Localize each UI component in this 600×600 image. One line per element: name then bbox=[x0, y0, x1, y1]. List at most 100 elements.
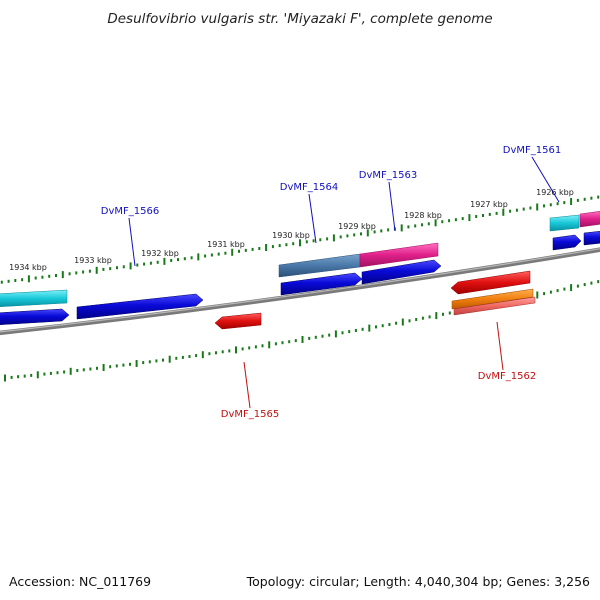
major-tick bbox=[168, 355, 171, 363]
gene-blue-right1[interactable] bbox=[552, 234, 582, 251]
major-tick bbox=[299, 239, 301, 247]
minor-tick bbox=[217, 252, 220, 256]
gene-blue-mid1[interactable] bbox=[280, 272, 363, 296]
minor-tick bbox=[549, 290, 552, 294]
major-tick bbox=[268, 341, 271, 349]
kbp-label: 1926 kbp bbox=[536, 188, 574, 197]
minor-tick bbox=[149, 261, 152, 265]
minor-tick bbox=[183, 257, 186, 261]
map-title: Desulfovibrio vulgaris str. 'Miyazaki F'… bbox=[107, 11, 492, 27]
minor-tick bbox=[414, 224, 417, 228]
gene-red-1565[interactable] bbox=[214, 312, 262, 330]
minor-tick bbox=[563, 201, 566, 205]
minor-tick bbox=[254, 345, 257, 349]
minor-tick bbox=[314, 335, 317, 339]
minor-tick bbox=[122, 363, 125, 367]
minor-tick bbox=[210, 253, 213, 257]
minor-tick bbox=[294, 339, 297, 343]
minor-tick bbox=[515, 208, 518, 212]
gene-labels: DvMF_1566 DvMF_1564 DvMF_1563 DvMF_1561 … bbox=[101, 145, 561, 420]
minor-tick bbox=[328, 333, 331, 337]
minor-tick bbox=[381, 324, 384, 328]
gene-salmon[interactable] bbox=[453, 296, 536, 316]
gene-cyan-right[interactable] bbox=[549, 214, 580, 232]
minor-tick bbox=[482, 214, 484, 217]
minor-tick bbox=[319, 238, 322, 242]
minor-tick bbox=[238, 249, 240, 253]
minor-tick bbox=[373, 230, 376, 234]
minor-tick bbox=[96, 366, 98, 370]
minor-tick bbox=[556, 202, 559, 206]
minor-tick bbox=[102, 267, 105, 271]
minor-tick bbox=[56, 371, 59, 375]
minor-tick bbox=[448, 311, 451, 315]
minor-tick bbox=[258, 247, 261, 250]
gene-steel-1564[interactable] bbox=[278, 253, 361, 278]
minor-tick bbox=[361, 327, 364, 331]
minor-tick bbox=[155, 359, 158, 363]
gene-label-1561[interactable]: DvMF_1561 bbox=[503, 145, 561, 156]
minor-tick bbox=[308, 336, 311, 340]
gene-label-1563[interactable]: DvMF_1563 bbox=[359, 170, 417, 181]
major-tick bbox=[435, 312, 438, 320]
kbp-label: 1930 kbp bbox=[272, 231, 310, 240]
minor-tick bbox=[30, 373, 33, 377]
minor-tick bbox=[274, 342, 277, 346]
minor-tick bbox=[407, 225, 410, 229]
minor-tick bbox=[68, 272, 71, 276]
gene-label-1564[interactable]: DvMF_1564 bbox=[280, 182, 338, 193]
minor-tick bbox=[461, 217, 464, 221]
minor-tick bbox=[215, 351, 217, 355]
major-tick bbox=[434, 219, 437, 227]
major-tick bbox=[401, 318, 404, 326]
minor-tick bbox=[0, 280, 3, 284]
major-tick bbox=[368, 324, 371, 332]
gene-label-1562[interactable]: DvMF_1562 bbox=[478, 371, 536, 382]
minor-tick bbox=[312, 239, 315, 243]
minor-tick bbox=[395, 321, 398, 325]
major-tick bbox=[197, 253, 200, 261]
major-tick bbox=[163, 257, 166, 265]
minor-tick bbox=[475, 215, 478, 218]
kbp-label: 1931 kbp bbox=[207, 240, 245, 249]
gene-pink-1563[interactable] bbox=[359, 242, 439, 268]
minor-tick bbox=[522, 207, 525, 211]
minor-tick bbox=[380, 229, 383, 233]
minor-tick bbox=[271, 245, 274, 249]
minor-tick bbox=[7, 279, 10, 283]
minor-tick bbox=[549, 203, 552, 207]
minor-tick bbox=[116, 266, 118, 270]
minor-tick bbox=[543, 292, 546, 296]
minor-tick bbox=[556, 289, 559, 293]
minor-tick bbox=[190, 256, 193, 260]
minor-tick bbox=[583, 197, 586, 201]
kbp-label: 1927 kbp bbox=[470, 200, 508, 209]
gene-label-1565[interactable]: DvMF_1565 bbox=[221, 409, 279, 420]
minor-tick bbox=[89, 367, 92, 371]
minor-tick bbox=[21, 278, 24, 282]
gene-blue-mid2[interactable] bbox=[361, 259, 442, 285]
gene-blue-right2[interactable] bbox=[583, 230, 600, 246]
minor-tick bbox=[224, 251, 227, 255]
minor-tick bbox=[387, 228, 390, 232]
minor-tick bbox=[82, 270, 85, 274]
minor-tick bbox=[136, 263, 139, 267]
minor-tick bbox=[326, 237, 329, 241]
gene-cyan-left[interactable] bbox=[0, 289, 68, 307]
leader-1561 bbox=[531, 156, 560, 203]
leader-1565 bbox=[243, 361, 251, 409]
gene-blue-1566[interactable] bbox=[76, 293, 204, 320]
kbp-label: 1933 kbp bbox=[74, 256, 112, 265]
minor-tick bbox=[195, 354, 198, 358]
gene-label-1566[interactable]: DvMF_1566 bbox=[101, 206, 159, 217]
gene-orange[interactable] bbox=[451, 288, 534, 310]
minor-tick bbox=[148, 360, 151, 364]
minor-tick bbox=[41, 275, 44, 279]
minor-tick bbox=[339, 235, 342, 239]
minor-tick bbox=[175, 356, 178, 360]
minor-tick bbox=[14, 279, 17, 282]
gene-pink-right[interactable] bbox=[579, 211, 600, 228]
gene-blue-left[interactable] bbox=[0, 308, 70, 325]
gene-red-1562[interactable] bbox=[450, 270, 531, 295]
minor-tick bbox=[261, 344, 264, 348]
